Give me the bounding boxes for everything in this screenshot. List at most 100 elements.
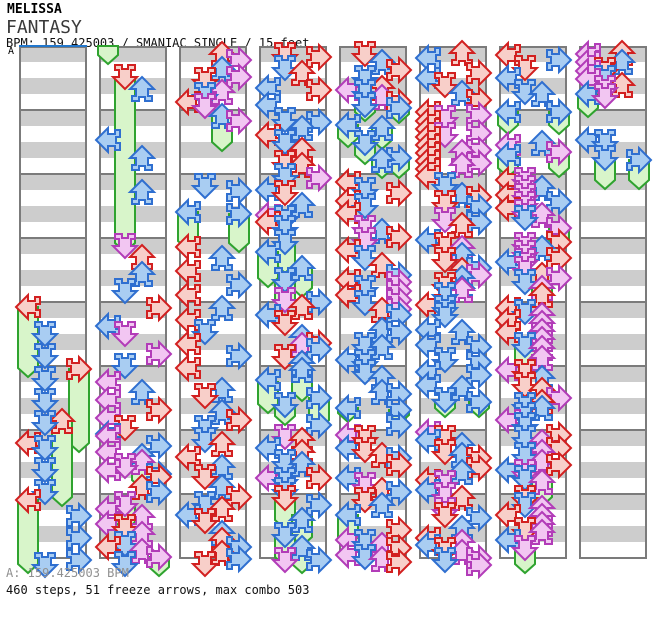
measure-line <box>19 46 87 48</box>
arrow-right <box>386 410 413 440</box>
measure-line <box>179 301 247 303</box>
arrow-up <box>127 178 157 205</box>
arrow-right <box>226 199 253 229</box>
arrow-down <box>30 552 60 579</box>
arrow-right <box>306 75 333 105</box>
chart-column-1 <box>14 45 93 579</box>
arrow-right <box>386 477 413 507</box>
arrow-right <box>306 545 333 575</box>
arrow-right <box>466 503 493 533</box>
arrow-down <box>590 145 620 172</box>
arrow-down <box>190 508 220 535</box>
arrow-up <box>127 144 157 171</box>
arrow-right <box>146 477 173 507</box>
measure-line <box>579 109 647 111</box>
arrow-down <box>190 93 220 120</box>
arrow-down <box>270 55 300 82</box>
arrow-right <box>626 145 653 175</box>
arrow-right <box>226 176 253 206</box>
measure-line <box>579 557 647 559</box>
measure-line <box>19 109 87 111</box>
section-bpm-legend: A: 159.425003 BPM <box>6 566 129 580</box>
arrow-up <box>207 294 237 321</box>
arrow-down <box>30 343 60 370</box>
arrow-down <box>270 522 300 549</box>
arrow-up <box>207 430 237 457</box>
arrow-right <box>146 293 173 323</box>
arrow-down <box>350 245 380 272</box>
measure-line <box>419 46 487 48</box>
arrow-left <box>174 353 201 383</box>
column-notes-layer <box>254 42 333 575</box>
arrow-down <box>430 547 460 574</box>
arrow-down <box>190 173 220 200</box>
section-a-line <box>19 45 87 47</box>
chart-summary: 460 steps, 51 freeze arrows, max combo 5… <box>6 583 310 597</box>
measure-line <box>179 365 247 367</box>
measure-line <box>179 237 247 239</box>
arrow-left <box>494 140 521 170</box>
song-title: FANTASY <box>6 17 82 38</box>
measure-line <box>179 46 247 48</box>
arrow-right <box>146 395 173 425</box>
arrow-down <box>430 439 460 466</box>
arrow-right <box>306 410 333 440</box>
arrow-down <box>270 310 300 337</box>
arrow-right <box>546 45 573 75</box>
arrow-right <box>66 354 93 384</box>
arrow-right <box>546 450 573 480</box>
arrow-down <box>510 79 540 106</box>
arrow-left <box>414 43 441 73</box>
arrow-down <box>590 83 620 110</box>
arrow-right <box>306 383 333 413</box>
measure-line <box>579 237 647 239</box>
arrow-right <box>306 163 333 193</box>
measure-line <box>339 173 407 175</box>
arrow-left <box>334 393 361 423</box>
arrow-right <box>466 360 493 390</box>
arrow-right <box>306 490 333 520</box>
arrow-down <box>110 233 140 260</box>
arrow-down <box>350 290 380 317</box>
arrow-up <box>447 151 477 178</box>
arrow-right <box>386 515 413 545</box>
arrow-down <box>430 247 460 274</box>
arrow-down <box>110 551 140 578</box>
arrow-down <box>510 535 540 562</box>
arrow-up <box>287 356 317 383</box>
arrow-left <box>174 232 201 262</box>
chart-column-2 <box>94 45 173 578</box>
arrow-left <box>174 256 201 286</box>
arrow-up <box>127 75 157 102</box>
arrow-up <box>367 146 397 173</box>
arrow-right <box>306 463 333 493</box>
arrow-right <box>466 387 493 417</box>
arrow-right <box>306 287 333 317</box>
arrow-down <box>430 207 460 234</box>
arrow-right <box>146 431 173 461</box>
column-notes-layer <box>414 39 493 580</box>
chart-column-8 <box>574 39 653 559</box>
arrow-down <box>350 544 380 571</box>
arrow-left <box>14 485 41 515</box>
arrow-right <box>546 243 573 273</box>
arrow-right <box>386 222 413 252</box>
arrow-left <box>174 442 201 472</box>
arrow-down <box>510 205 540 232</box>
measure-line <box>259 237 327 239</box>
section-a-label: A <box>8 46 15 57</box>
arrow-right <box>386 55 413 85</box>
arrow-left <box>254 433 281 463</box>
arrow-up <box>367 491 397 518</box>
arrow-right <box>306 334 333 364</box>
arrow-down <box>270 267 300 294</box>
arrow-down <box>30 366 60 393</box>
arrow-down <box>270 485 300 512</box>
measure-line <box>499 109 567 111</box>
measure-line <box>579 46 647 48</box>
column-notes-layer <box>174 40 253 578</box>
chart-column-6 <box>414 39 493 580</box>
column-notes-layer <box>14 292 93 579</box>
arrow-right <box>546 263 573 293</box>
